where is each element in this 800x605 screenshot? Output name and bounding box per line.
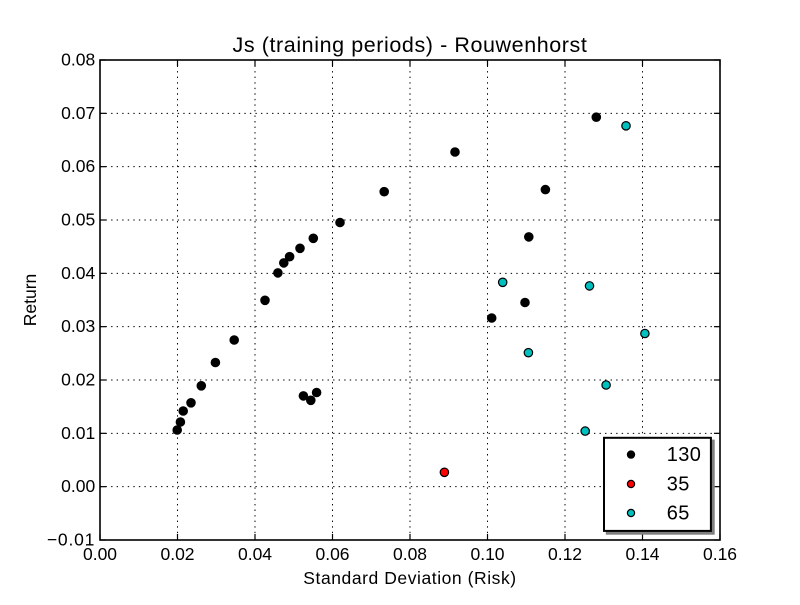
svg-text:0.10: 0.10 xyxy=(470,544,504,564)
svg-text:Js (training periods) - Rouwen: Js (training periods) - Rouwenhorst xyxy=(233,33,588,57)
svg-text:0.00: 0.00 xyxy=(83,544,117,564)
svg-text:Return: Return xyxy=(20,274,40,327)
svg-text:−0.01: −0.01 xyxy=(47,530,95,550)
svg-text:0.08: 0.08 xyxy=(393,544,427,564)
svg-text:0.08: 0.08 xyxy=(61,50,95,70)
svg-text:0.04: 0.04 xyxy=(238,544,272,564)
svg-text:0.06: 0.06 xyxy=(61,156,95,176)
svg-text:0.01: 0.01 xyxy=(61,423,95,443)
svg-text:65: 65 xyxy=(667,502,690,524)
svg-text:0.00: 0.00 xyxy=(61,476,95,496)
svg-text:0.02: 0.02 xyxy=(61,370,95,390)
svg-text:0.06: 0.06 xyxy=(315,544,349,564)
svg-text:0.03: 0.03 xyxy=(61,316,95,336)
svg-text:0.07: 0.07 xyxy=(61,103,95,123)
svg-text:35: 35 xyxy=(667,473,690,495)
svg-text:130: 130 xyxy=(667,444,701,466)
svg-text:Standard Deviation (Risk): Standard Deviation (Risk) xyxy=(303,568,516,588)
svg-text:0.02: 0.02 xyxy=(160,544,194,564)
svg-text:0.14: 0.14 xyxy=(625,544,659,564)
svg-text:0.16: 0.16 xyxy=(703,544,737,564)
svg-text:0.05: 0.05 xyxy=(61,210,95,230)
svg-text:0.04: 0.04 xyxy=(61,263,95,283)
svg-text:0.12: 0.12 xyxy=(548,544,582,564)
